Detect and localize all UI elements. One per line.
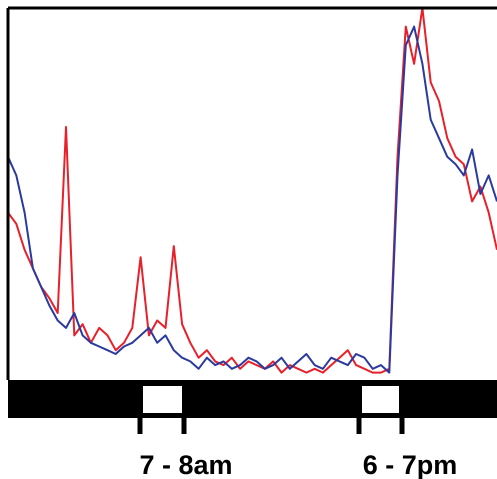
annotation: 7 - 8am — [139, 450, 232, 479]
light-period — [362, 386, 399, 413]
annotation: 6 - 7pm — [363, 450, 458, 479]
light-period — [143, 386, 182, 413]
plot-area — [7, 7, 497, 374]
data-line — [7, 7, 497, 374]
period-ticks — [137, 416, 405, 434]
data-line — [7, 25, 497, 374]
dark-period-bar — [8, 380, 497, 418]
